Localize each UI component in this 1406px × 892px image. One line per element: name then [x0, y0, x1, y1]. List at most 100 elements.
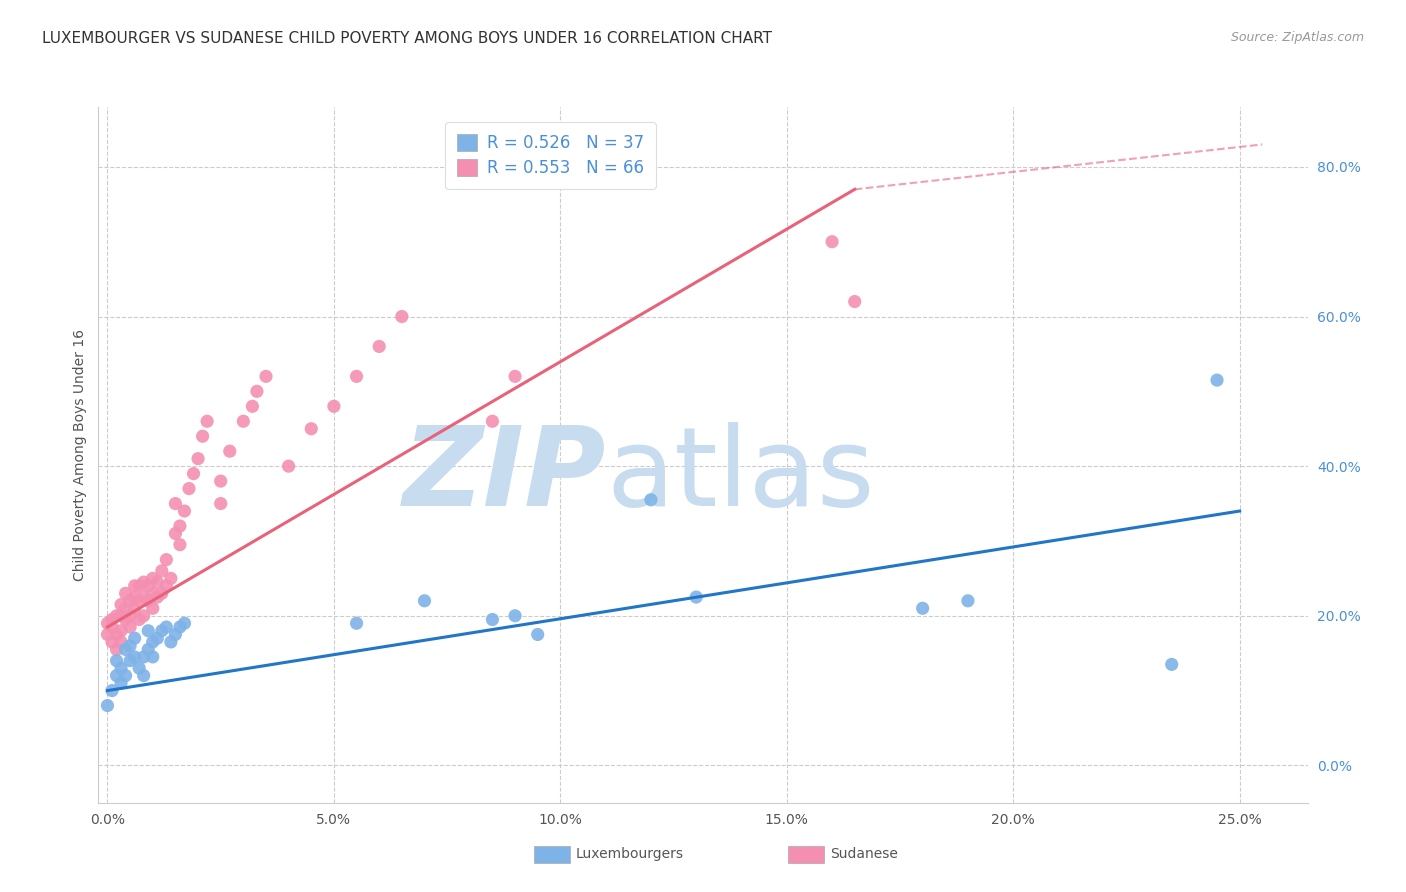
Point: [132, 668, 155, 682]
Point: [1206, 373, 1229, 387]
Point: [132, 608, 155, 623]
Point: [183, 467, 205, 481]
Point: [105, 608, 128, 623]
Point: [155, 552, 177, 566]
Point: [209, 474, 232, 488]
Point: [640, 492, 662, 507]
Point: [187, 451, 209, 466]
Point: [209, 497, 232, 511]
Point: [114, 601, 136, 615]
Point: [160, 571, 183, 585]
Point: [136, 642, 159, 657]
Point: [124, 579, 146, 593]
Point: [124, 631, 146, 645]
Point: [155, 579, 177, 593]
Point: [165, 497, 187, 511]
Point: [105, 627, 128, 641]
Point: [232, 414, 254, 428]
Point: [110, 676, 132, 690]
Point: [136, 594, 159, 608]
Point: [96, 616, 118, 631]
Point: [101, 613, 124, 627]
Point: [124, 601, 146, 615]
Point: [96, 627, 118, 641]
Point: [277, 459, 299, 474]
Point: [195, 414, 218, 428]
Point: [124, 590, 146, 604]
Point: [124, 649, 146, 664]
Point: [169, 620, 191, 634]
Point: [173, 616, 195, 631]
Point: [254, 369, 277, 384]
Point: [346, 616, 368, 631]
Point: [177, 482, 200, 496]
Point: [128, 661, 150, 675]
Text: ZIP: ZIP: [402, 422, 606, 529]
Point: [503, 608, 526, 623]
Point: [503, 369, 526, 384]
Bar: [787, 846, 824, 863]
Point: [120, 639, 142, 653]
Point: [821, 235, 844, 249]
Point: [101, 620, 124, 634]
Point: [146, 631, 169, 645]
Point: [155, 620, 177, 634]
Point: [246, 384, 269, 399]
Point: [169, 538, 191, 552]
Point: [169, 519, 191, 533]
Point: [128, 613, 150, 627]
Point: [132, 590, 155, 604]
Point: [128, 579, 150, 593]
Point: [299, 422, 322, 436]
Point: [142, 601, 165, 615]
Point: [136, 624, 159, 638]
Text: LUXEMBOURGER VS SUDANESE CHILD POVERTY AMONG BOYS UNDER 16 CORRELATION CHART: LUXEMBOURGER VS SUDANESE CHILD POVERTY A…: [42, 31, 772, 46]
Point: [160, 635, 183, 649]
Point: [911, 601, 934, 615]
Point: [146, 590, 169, 604]
Point: [146, 575, 169, 590]
Point: [218, 444, 240, 458]
Point: [150, 624, 173, 638]
Point: [242, 399, 264, 413]
Point: [120, 654, 142, 668]
Text: Sudanese: Sudanese: [830, 847, 898, 862]
Point: [128, 594, 150, 608]
Point: [173, 504, 195, 518]
Point: [96, 698, 118, 713]
Point: [142, 649, 165, 664]
Point: [142, 586, 165, 600]
Point: [165, 627, 187, 641]
Point: [142, 635, 165, 649]
Point: [956, 594, 979, 608]
Point: [105, 654, 128, 668]
Point: [322, 399, 344, 413]
Point: [136, 579, 159, 593]
Point: [114, 613, 136, 627]
Point: [526, 627, 548, 641]
Text: atlas: atlas: [606, 422, 875, 529]
Point: [110, 661, 132, 675]
Point: [120, 608, 142, 623]
Point: [101, 683, 124, 698]
Point: [391, 310, 413, 324]
Point: [142, 571, 165, 585]
Point: [114, 586, 136, 600]
Point: [685, 590, 707, 604]
Point: [101, 635, 124, 649]
Point: [114, 668, 136, 682]
Point: [114, 642, 136, 657]
Y-axis label: Child Poverty Among Boys Under 16: Child Poverty Among Boys Under 16: [73, 329, 87, 581]
Point: [120, 594, 142, 608]
Point: [481, 613, 503, 627]
Point: [105, 642, 128, 657]
Point: [110, 608, 132, 623]
Point: [413, 594, 436, 608]
Legend: R = 0.526   N = 37, R = 0.553   N = 66: R = 0.526 N = 37, R = 0.553 N = 66: [446, 122, 655, 189]
Point: [120, 620, 142, 634]
Point: [191, 429, 214, 443]
Point: [150, 564, 173, 578]
Point: [346, 369, 368, 384]
Text: Luxembourgers: Luxembourgers: [576, 847, 685, 862]
Point: [165, 526, 187, 541]
